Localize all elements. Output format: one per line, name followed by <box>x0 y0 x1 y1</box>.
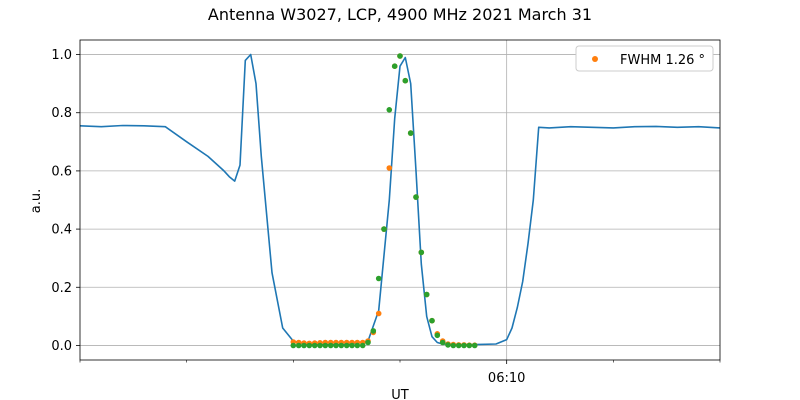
data-point <box>349 342 355 349</box>
data-point <box>455 342 462 349</box>
data-point <box>450 342 457 349</box>
data-point <box>407 130 414 136</box>
data-point <box>402 77 409 84</box>
data-point <box>413 194 419 200</box>
axes-frame <box>79 39 721 361</box>
data-point <box>466 342 473 349</box>
data-point <box>306 342 313 349</box>
y-tick-label: 1.0 <box>51 48 72 63</box>
y-tick-label: 0.2 <box>51 281 72 296</box>
data-point <box>445 342 451 348</box>
data-point <box>391 63 398 69</box>
data-point <box>354 342 361 349</box>
data-point <box>375 275 382 282</box>
data-point <box>386 165 393 171</box>
data-point <box>471 342 478 349</box>
y-axis-label: a.u. <box>29 189 44 213</box>
x-tick-label: 06:10 <box>488 371 525 386</box>
data-point <box>370 328 377 334</box>
legend-box <box>575 45 714 72</box>
legend-label: FWHM 1.26 ° <box>620 53 705 68</box>
y-tick-label: 0.4 <box>51 223 72 238</box>
data-point <box>365 339 371 346</box>
data-point <box>322 342 329 349</box>
data-point <box>327 342 334 349</box>
data-point <box>386 107 393 113</box>
data-point <box>418 249 425 256</box>
data-point <box>439 339 446 346</box>
plot-area: 0.0 0.2 0.4 0.6 0.8 1.0 06:10 <box>51 39 721 386</box>
chart-title: Antenna W3027, LCP, 4900 MHz 2021 March … <box>208 5 592 24</box>
data-point <box>397 53 403 59</box>
y-tick-label: 0.0 <box>51 339 72 354</box>
series-line <box>79 53 721 346</box>
data-point <box>301 342 307 349</box>
data-point <box>375 310 382 317</box>
data-point <box>434 332 441 339</box>
y-tick-label: 0.6 <box>51 164 72 179</box>
x-axis-label: UT <box>391 388 409 400</box>
data-point <box>359 342 366 349</box>
data-point <box>290 342 297 349</box>
data-point <box>343 342 350 349</box>
data-point <box>381 226 387 232</box>
data-point <box>333 342 339 349</box>
data-point <box>429 317 435 324</box>
data-point <box>317 342 323 349</box>
legend: FWHM 1.26 ° <box>575 45 714 72</box>
legend-marker <box>592 56 598 62</box>
y-tick-label: 0.8 <box>51 106 72 121</box>
data-point <box>461 342 467 349</box>
data-point <box>295 342 302 349</box>
data-point <box>338 342 345 349</box>
data-point <box>423 291 430 298</box>
data-point <box>311 342 318 349</box>
